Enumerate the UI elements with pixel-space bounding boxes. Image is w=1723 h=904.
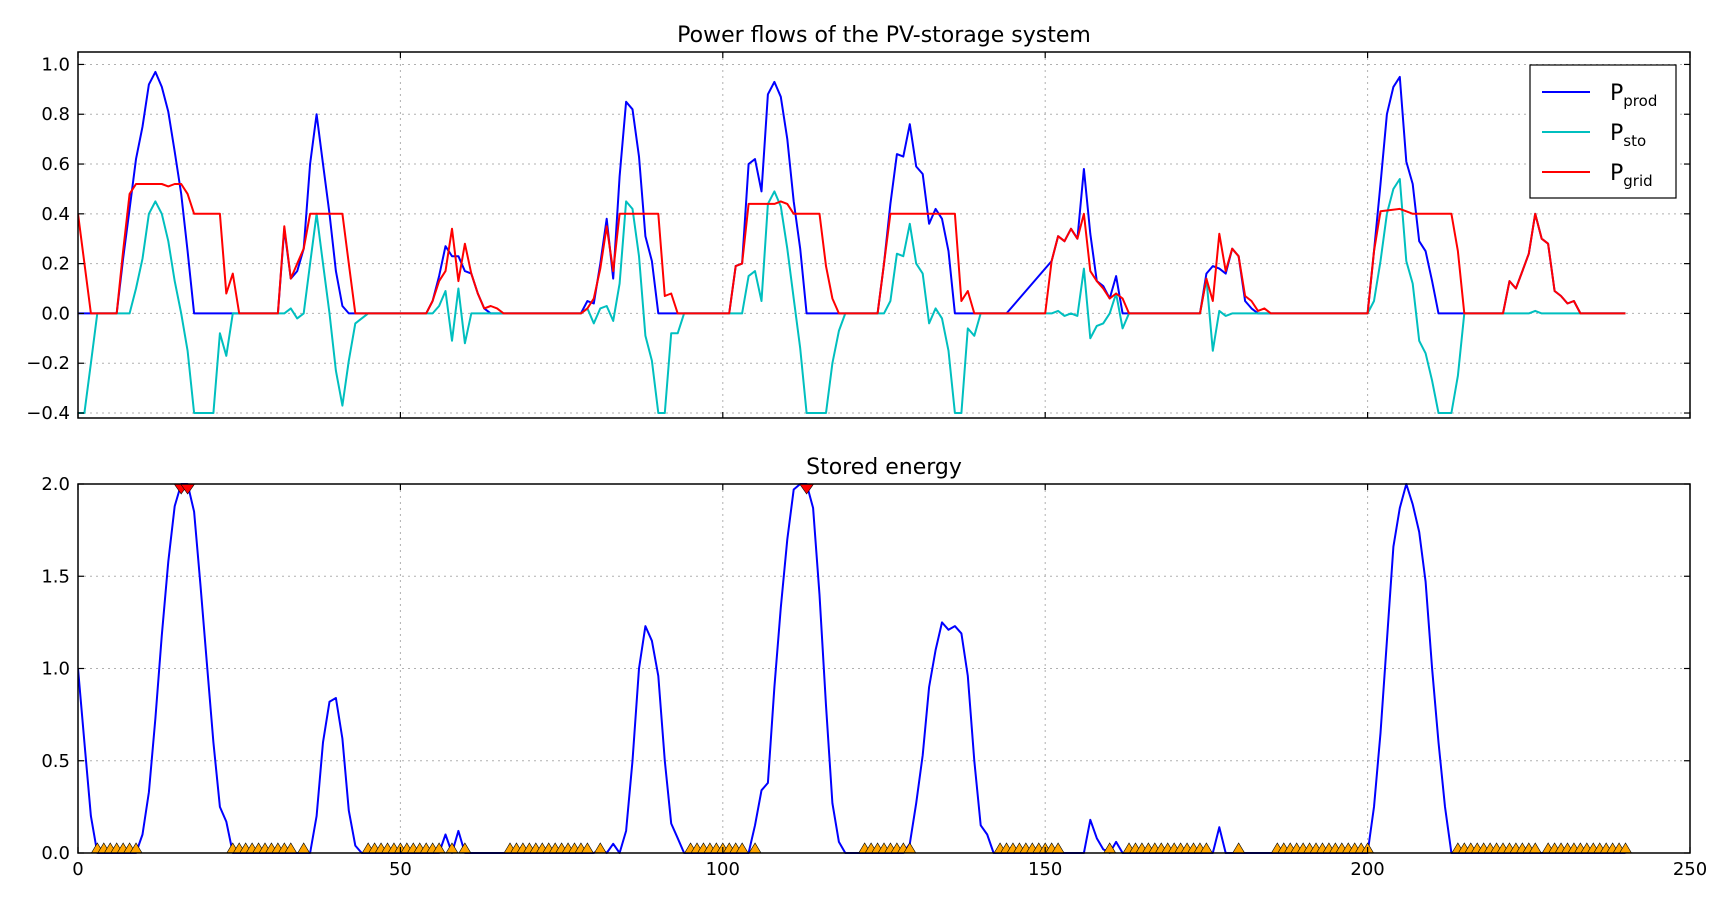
low-marker <box>458 842 472 854</box>
y-tick-label: 0.4 <box>41 204 70 225</box>
series-line-sto <box>78 178 1626 414</box>
legend-label-subscript: prod <box>1623 92 1657 110</box>
legend-label-prod: Pprod <box>1610 81 1657 110</box>
low-marker <box>1232 842 1246 854</box>
low-marker <box>593 842 607 854</box>
y-tick-label: 0.8 <box>41 104 70 125</box>
y-tick-label: 1.5 <box>41 566 70 587</box>
series-line-prod <box>78 70 1626 315</box>
y-tick-label: 1.0 <box>41 54 70 75</box>
power-flows-panel: Power flows of the PV-storage system −0.4… <box>26 23 1691 424</box>
y-tick-label: 0.0 <box>41 843 70 864</box>
legend-label-main: P <box>1610 81 1623 106</box>
y-tick-label: −0.4 <box>26 403 70 424</box>
legend-label-subscript: grid <box>1623 172 1652 190</box>
x-tick-label: 250 <box>1673 859 1707 880</box>
chart-title: Power flows of the PV-storage system <box>677 23 1091 48</box>
x-tick-label: 150 <box>1028 859 1062 880</box>
legend-box <box>1529 64 1677 199</box>
plot-frame <box>77 51 1691 419</box>
y-tick-label: 0.5 <box>41 751 70 772</box>
legend-label-subscript: sto <box>1623 132 1646 150</box>
series-line-s0 <box>78 483 1626 854</box>
y-tick-label: 2.0 <box>41 474 70 495</box>
legend-label-sto: Psto <box>1610 121 1646 150</box>
x-tick-label: 0 <box>72 859 83 880</box>
y-tick-label: 0.2 <box>41 254 70 275</box>
legend-label-main: P <box>1610 121 1623 146</box>
high-marker <box>799 483 815 495</box>
stored-energy-panel: Stored energy 0 50 100 150 200 250 0.0 0.5 1.0 1.5… <box>41 455 1707 880</box>
low-marker <box>445 842 459 854</box>
y-tick-label: −0.2 <box>26 353 70 374</box>
y-tick-label: 0.6 <box>41 154 70 175</box>
chart-title: Stored energy <box>806 455 962 480</box>
legend-label-main: P <box>1610 161 1623 186</box>
y-tick-label: 0.0 <box>41 303 70 324</box>
low-marker <box>297 842 311 854</box>
x-tick-label: 100 <box>706 859 740 880</box>
x-tick-label: 50 <box>389 859 412 880</box>
legend-label-grid: Pgrid <box>1610 161 1653 190</box>
series-line-grid <box>78 183 1626 315</box>
x-tick-label: 200 <box>1350 859 1384 880</box>
y-tick-label: 1.0 <box>41 659 70 680</box>
